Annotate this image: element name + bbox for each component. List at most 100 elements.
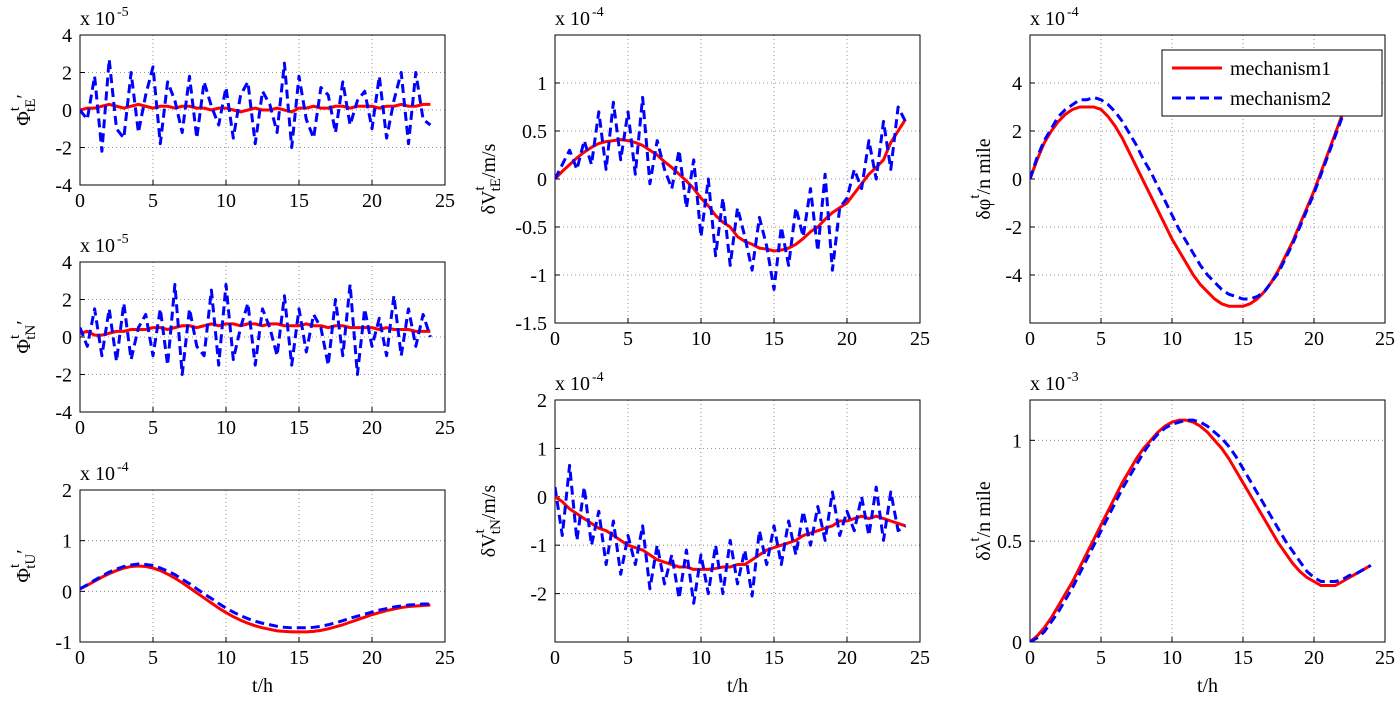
- x-tick-label: 15: [764, 328, 784, 350]
- y-axis-label: δφt/n mile: [967, 138, 994, 219]
- multiplier-exp: -4: [1067, 5, 1079, 20]
- multiplier-exp: -5: [117, 232, 129, 247]
- multiplier-exp: -4: [117, 460, 129, 475]
- y-tick-label: 1: [537, 438, 547, 460]
- data-line: [555, 95, 907, 291]
- x-tick-label: 20: [837, 328, 857, 350]
- multiplier-base: x 10: [1030, 373, 1065, 395]
- x-tick-label: 20: [362, 417, 382, 439]
- x-tick-label: 0: [1025, 328, 1035, 350]
- y-tick-label: 2: [537, 390, 547, 412]
- y-label-main: δφ: [973, 199, 995, 220]
- y-label-main: δV: [478, 190, 500, 214]
- x-tick-label: 10: [216, 647, 236, 669]
- x-tick-label: 25: [435, 190, 455, 212]
- y-label-main: δλ: [973, 541, 995, 560]
- y-tick-label: -2: [55, 138, 72, 160]
- y-tick-label: -2: [530, 584, 547, 606]
- plot-lines: [1030, 53, 1373, 308]
- x-tick-label: 25: [1375, 328, 1395, 350]
- y-tick-label: -1.5: [515, 313, 547, 335]
- y-tick-label: 1: [1012, 430, 1022, 452]
- x-tick-label: 25: [435, 647, 455, 669]
- y-label-suffix: ′: [13, 320, 35, 324]
- x-tick-label: 5: [148, 647, 158, 669]
- y-tick-label: 1: [62, 531, 72, 553]
- data-line: [1030, 55, 1373, 301]
- data-line: [1030, 418, 1372, 642]
- subplot: 0 5 10 15 20 25 -2 -1 0 1 2 x 10 -4 δVttN/m/s t/h: [472, 370, 930, 697]
- x-tick-label: 15: [289, 417, 309, 439]
- y-tick-label: 4: [62, 252, 72, 274]
- plot-lines: [80, 57, 432, 153]
- x-tick-label: 25: [910, 647, 930, 669]
- plot-lines: [555, 463, 907, 605]
- y-tick-label: 0: [1012, 169, 1022, 191]
- plot-lines: [1030, 418, 1372, 642]
- x-tick-label: 0: [550, 328, 560, 350]
- y-label-sup: t: [7, 563, 23, 568]
- x-tick-label: 5: [1096, 647, 1106, 669]
- y-tick-label: 0: [62, 327, 72, 349]
- y-label-suffix: /n mile: [973, 481, 995, 537]
- y-axis-label: ΦttN′: [7, 320, 39, 353]
- legend: mechanism1 mechanism2: [1161, 49, 1383, 117]
- y-tick-label: 1: [537, 73, 547, 95]
- y-label-suffix: /m/s: [478, 485, 500, 520]
- x-tick-label: 5: [148, 190, 158, 212]
- axes-frame: [79, 489, 446, 643]
- y-label-sup: t: [472, 528, 488, 533]
- y-label-sub: tN: [23, 325, 39, 340]
- y-label-sup: t: [967, 194, 983, 199]
- x-tick-label: 10: [216, 417, 236, 439]
- y-tick-label: 0: [62, 581, 72, 603]
- y-axis-label: ΦttU′: [7, 549, 39, 582]
- x-tick-label: 5: [623, 647, 633, 669]
- y-tick-label: -4: [55, 402, 72, 424]
- y-tick-label: -1: [530, 265, 547, 287]
- multiplier-base: x 10: [80, 8, 115, 30]
- x-tick-label: 5: [623, 328, 633, 350]
- axis-multiplier: x 10 -5: [80, 232, 129, 257]
- x-tick-label: 10: [1162, 647, 1182, 669]
- y-axis-label: ΦttE′: [7, 94, 39, 126]
- y-tick-label: 2: [62, 480, 72, 502]
- y-label-sub: tE: [23, 99, 39, 112]
- axis-multiplier: x 10 -4: [1030, 5, 1079, 30]
- y-label-sub: tE: [488, 178, 504, 191]
- axis-multiplier: x 10 -3: [1030, 370, 1079, 395]
- y-label-sup: t: [472, 186, 488, 191]
- y-axis-label: δVttN/m/s: [472, 485, 504, 558]
- multiplier-base: x 10: [555, 8, 590, 30]
- plot-lines: [555, 95, 907, 291]
- x-tick-label: 25: [435, 417, 455, 439]
- y-tick-label: -1: [55, 632, 72, 654]
- data-line: [555, 118, 907, 253]
- y-label-sup: t: [7, 106, 23, 111]
- x-tick-label: 10: [691, 647, 711, 669]
- y-label-sup: t: [7, 334, 23, 339]
- x-tick-label: 25: [910, 328, 930, 350]
- x-tick-label: 0: [1025, 647, 1035, 669]
- subplot: 0 5 10 15 20 25 0 0.5 1 x 10 -3 δλt/n mile t/h: [967, 370, 1395, 697]
- data-line: [555, 495, 906, 571]
- multiplier-base: x 10: [1030, 8, 1065, 30]
- data-line: [80, 57, 432, 153]
- y-label-suffix: ′: [13, 94, 35, 98]
- x-tick-label: 10: [216, 190, 236, 212]
- y-tick-label: 0: [537, 169, 547, 191]
- y-tick-label: 0: [537, 487, 547, 509]
- multiplier-exp: -4: [592, 370, 604, 385]
- plot-lines: [80, 283, 432, 376]
- subplot: 0 5 10 15 20 25 -4 -2 0 2 4 x 10 -5 ΦttN′: [7, 232, 455, 439]
- legend-box: [1161, 49, 1383, 117]
- data-line: [1030, 418, 1372, 642]
- y-tick-label: 2: [62, 63, 72, 85]
- x-tick-label: 10: [691, 328, 711, 350]
- y-tick-label: 0: [62, 100, 72, 122]
- multiplier-exp: -4: [592, 5, 604, 20]
- y-label-main: Φ: [13, 568, 35, 583]
- y-label-main: δV: [478, 533, 500, 557]
